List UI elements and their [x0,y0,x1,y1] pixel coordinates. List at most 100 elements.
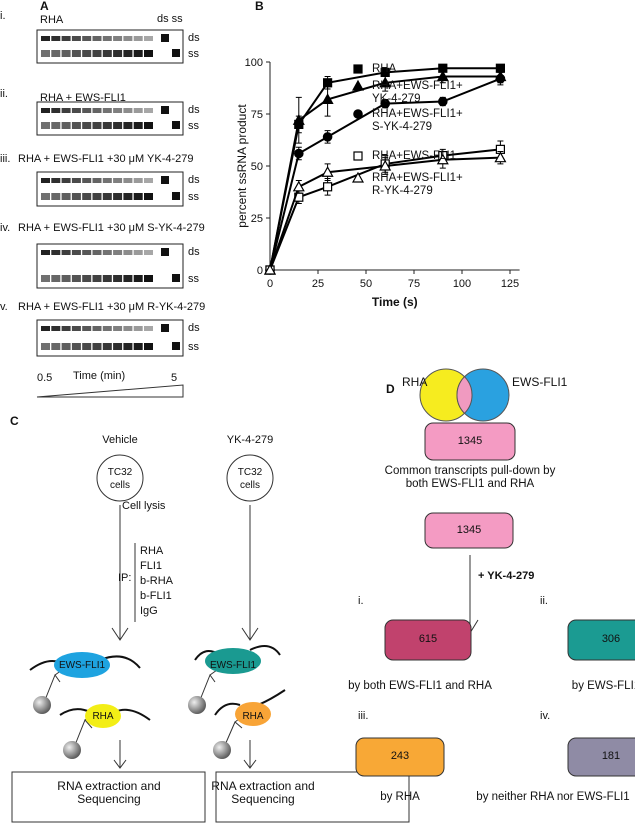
count: 1345 [456,524,482,536]
gel-band [123,275,133,282]
gel-band [92,275,102,282]
gel-band [102,108,112,113]
legend-entry: RHA+EWS-FLI1 [372,150,457,162]
gel-band [144,178,153,183]
protein-label: RHA [92,711,114,722]
gel-band [82,250,92,255]
gel-side-label: ss [188,48,199,60]
marker [293,148,304,159]
diagram-c [11,454,410,823]
gel-band [92,50,102,57]
gel-band [102,275,112,282]
venn-label: RHA [402,375,428,389]
gel-title: RHA + EWS-FLI1 [40,92,126,104]
outcome-index: i. [358,595,364,607]
gel-band [172,192,180,200]
count: 243 [390,750,410,762]
gel-band [113,50,123,57]
gel-band [61,193,71,200]
marker [321,93,334,105]
gel-band [161,324,169,332]
gel-band [82,326,92,331]
x-tick-label: 125 [501,278,519,290]
gel-band [113,108,123,113]
arrow-head [113,759,127,769]
series-line [269,156,501,271]
marker [321,166,334,177]
gel-band [51,178,61,183]
legend-marker [351,171,365,183]
gel-band [61,326,71,331]
gel-band [133,326,143,331]
caption: by neither RHA nor EWS-FLI1 [476,791,630,803]
gel-band [92,122,102,129]
venn-label: EWS-FLI1 [512,375,568,389]
gel-index: iv. [0,222,11,234]
marker [380,98,390,109]
gel-band [61,343,71,350]
marker [292,114,305,125]
gel-band [133,193,143,200]
gel-band [133,250,143,255]
panel-label: B [255,0,264,13]
gel-band [113,36,123,41]
gel-band [41,122,50,129]
gel-band [133,50,143,57]
gel-band [41,178,50,183]
outcome-index: iv. [540,710,551,722]
x-tick-label: 50 [360,278,372,290]
gel-title: RHA + EWS-FLI1 +30 μM S-YK-4-279 [18,222,205,234]
arrow-head [241,627,259,641]
gel-band [172,121,180,129]
gel-band [41,193,50,200]
legend-entry: RHA [372,63,397,75]
gel-band [82,50,92,57]
output-box [11,771,206,823]
gel-band [172,342,180,350]
output-label: RNA extraction and Sequencing [211,779,315,806]
gel-band [123,343,133,350]
count-box [567,619,635,661]
gel-band [133,36,143,41]
gel-band [102,50,112,57]
cell-label: TC32 cells [237,467,263,491]
gel-band [41,250,50,255]
protein-label: EWS-FLI1 [209,660,257,671]
count: 1345 [457,435,483,447]
gel-band [82,108,92,113]
time-label: Time (min) [73,370,126,382]
venn-overlap [456,375,473,415]
gel-band [161,248,169,256]
linker [44,669,244,746]
protein-rha [85,704,121,728]
count-box [355,737,445,777]
gel-title: RHA [40,14,64,26]
gel-band [71,326,81,331]
y-tick-label: 100 [245,57,263,69]
legend-marker [353,64,363,74]
gel-band [161,176,169,184]
panel-label: C [10,414,19,428]
gel-band [144,250,153,255]
marker [436,153,449,165]
marker [323,182,333,192]
gel-band [144,36,153,41]
legend-marker [351,79,365,91]
gel-band [51,275,61,282]
protein-rha [235,702,271,726]
gel-band [51,36,61,41]
gel-band [71,250,81,255]
gel-band [172,49,180,57]
gel-band [133,275,143,282]
gel-band [123,178,133,183]
count-box [424,422,516,461]
marker [379,159,392,171]
gel-side-label: ss [188,191,199,203]
gel-band [133,343,143,350]
gel-band [113,326,123,331]
ip-label: IP: [118,572,132,584]
gel-side-label: ds [188,322,200,334]
gel-side-label: ss [188,341,199,353]
gel-side-label: ss [188,273,199,285]
count-box [424,512,514,549]
